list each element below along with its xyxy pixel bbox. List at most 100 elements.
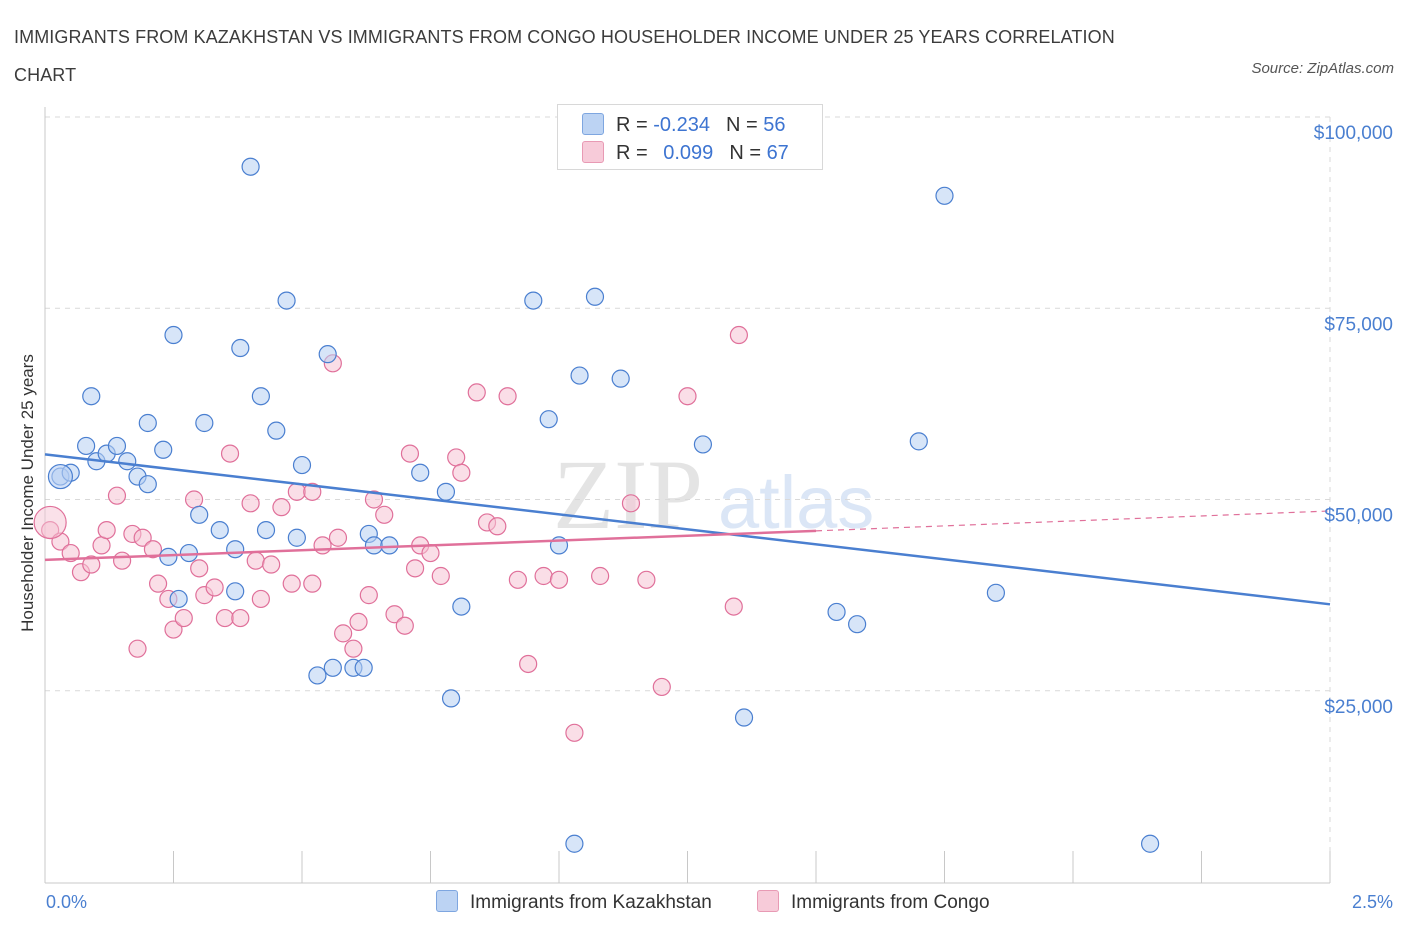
data-point	[128, 639, 147, 658]
data-point	[164, 620, 183, 639]
data-point	[231, 338, 250, 358]
zipatlas-watermark: ZIP atlas	[553, 439, 874, 550]
data-point	[421, 543, 440, 563]
data-point	[82, 387, 101, 406]
data-point	[82, 555, 101, 574]
kazakhstan-series	[47, 157, 1160, 853]
svg-text:atlas: atlas	[718, 461, 874, 544]
legend-swatch-pink	[582, 141, 604, 163]
tick-labels: $25,000 $50,000 $75,000 $100,000 0.0% 2.5%	[46, 123, 1393, 912]
y-tick-label: $50,000	[1324, 506, 1393, 527]
data-point	[539, 410, 558, 429]
data-point	[678, 387, 697, 406]
data-point	[164, 325, 183, 345]
bottom-legend-swatch-pink	[757, 890, 779, 912]
data-point	[734, 708, 754, 727]
svg-text:ZIP: ZIP	[553, 439, 703, 550]
data-point	[292, 455, 312, 475]
data-point	[1140, 834, 1160, 853]
data-point	[205, 578, 224, 597]
data-point	[827, 602, 846, 622]
bottom-legend-kazakhstan: Immigrants from Kazakhstan	[436, 890, 712, 914]
data-point	[226, 582, 245, 601]
data-point	[395, 616, 414, 635]
axes	[44, 107, 1331, 884]
data-point	[452, 597, 471, 616]
chart-title: IMMIGRANTS FROM KAZAKHSTAN VS IMMIGRANTS…	[14, 27, 1115, 85]
legend-n-label: N =	[725, 114, 758, 136]
data-point	[241, 157, 260, 176]
correlation-legend: R = -0.234 N = 56 R = 0.099 N = 67	[557, 104, 823, 170]
data-point	[385, 605, 404, 624]
data-point	[359, 586, 378, 605]
data-point	[364, 490, 384, 509]
data-point	[375, 505, 394, 524]
data-point	[277, 291, 296, 310]
data-point	[380, 536, 399, 555]
legend-swatch-blue	[582, 113, 604, 135]
data-point	[92, 536, 111, 555]
legend-r-value: 0.099	[663, 142, 714, 164]
x-tick-label-min: 0.0%	[46, 892, 87, 912]
data-point	[349, 612, 368, 632]
data-point	[133, 528, 152, 547]
trend-lines	[44, 453, 1331, 606]
data-point	[611, 369, 630, 388]
bottom-legend-swatch-blue	[436, 890, 458, 912]
data-point	[226, 540, 245, 559]
data-point	[308, 666, 327, 685]
data-point	[570, 366, 589, 385]
data-point	[354, 658, 373, 677]
data-point	[318, 345, 337, 364]
y-tick-label: $100,000	[1314, 123, 1393, 144]
data-point	[210, 520, 229, 540]
data-point	[107, 486, 127, 505]
legend-r-value: -0.234	[653, 114, 710, 136]
data-point	[184, 490, 204, 509]
data-point	[364, 536, 384, 555]
data-point	[169, 589, 188, 609]
data-point	[519, 654, 538, 674]
congo-series	[33, 325, 749, 742]
data-point	[431, 566, 450, 586]
data-point	[251, 387, 270, 406]
data-point	[287, 528, 306, 547]
bottom-legend-label: Immigrants from Congo	[791, 892, 990, 913]
data-point	[246, 551, 265, 570]
data-point	[107, 436, 127, 456]
data-point	[47, 463, 74, 490]
grid-lines	[45, 116, 1331, 883]
legend-row-kazakhstan: R = -0.234 N = 56	[582, 113, 785, 137]
data-point	[220, 444, 240, 463]
data-point	[190, 559, 209, 578]
data-point	[195, 413, 214, 433]
bottom-legend-label: Immigrants from Kazakhstan	[470, 892, 712, 913]
data-point	[77, 436, 96, 456]
data-point	[400, 444, 420, 463]
data-point	[241, 494, 260, 513]
data-point	[652, 677, 671, 697]
data-point	[935, 186, 954, 205]
data-point	[33, 505, 67, 540]
data-point	[267, 421, 286, 440]
data-point	[524, 291, 543, 310]
bottom-legend-congo: Immigrants from Congo	[757, 890, 990, 914]
data-point	[441, 689, 461, 708]
data-point	[549, 570, 569, 589]
data-point	[488, 517, 507, 536]
data-point	[591, 566, 610, 586]
data-point	[405, 559, 425, 578]
data-point	[61, 543, 80, 563]
data-point	[118, 452, 137, 471]
data-point	[467, 383, 486, 402]
legend-n-value: 67	[766, 142, 789, 164]
data-point	[138, 413, 157, 433]
data-point	[287, 482, 306, 501]
legend-r-label: R =	[616, 142, 648, 164]
trend-line-congo-extension	[815, 510, 1331, 532]
data-point	[498, 387, 517, 406]
data-point	[97, 520, 116, 540]
data-point	[909, 432, 928, 451]
data-point	[621, 494, 641, 513]
